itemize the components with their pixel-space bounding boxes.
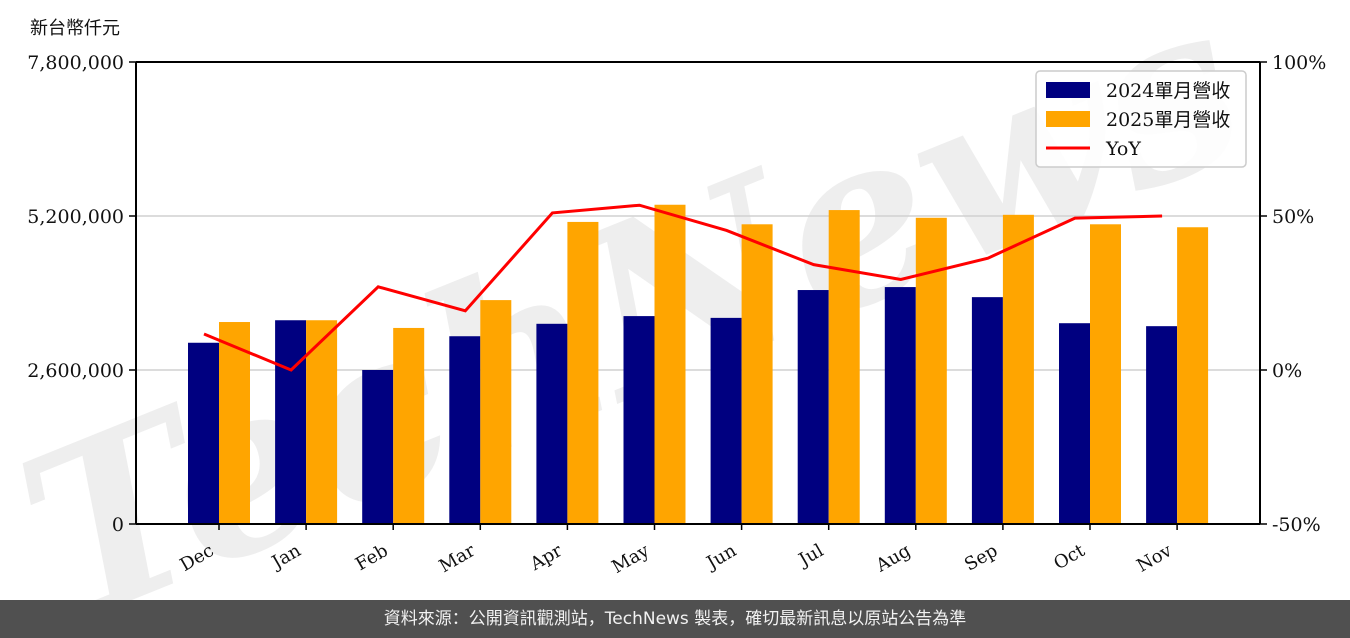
bar-2025-apr (567, 221, 599, 524)
bar-2024-nov (1146, 326, 1178, 524)
bar-2024-oct (1059, 323, 1090, 524)
legend-label: 2025單月營收 (1106, 109, 1230, 131)
x-tick-label-may: May (608, 540, 653, 578)
bar-2025-jul (828, 210, 860, 525)
bar-2025-jan (306, 320, 338, 524)
bar-2025-sep (1002, 214, 1034, 525)
bar-2024-jan (275, 320, 307, 524)
bar-2025-jun (741, 224, 773, 525)
bar-2024-jun (710, 317, 742, 524)
bar-2024-mar (449, 336, 481, 524)
y-tick-label: 0 (112, 514, 124, 536)
legend-label: 2024單月營收 (1106, 80, 1230, 102)
y2-tick-label: -50% (1272, 514, 1321, 536)
yoy-line-series (203, 203, 1163, 372)
bar-2025-oct (1090, 224, 1121, 525)
y2-tick-label: 100% (1272, 52, 1326, 74)
y2-tick-label: 50% (1272, 206, 1314, 228)
y2-tick-label: 0% (1272, 360, 1302, 382)
bar-2024-aug (884, 287, 916, 524)
x-tick-label-oct: Oct (1050, 540, 1089, 575)
y-axis-unit-label: 新台幣仟元 (30, 18, 120, 39)
legend-label: YoY (1105, 138, 1141, 160)
x-tick-label-sep: Sep (961, 540, 1001, 575)
x-tick-label-nov: Nov (1133, 540, 1176, 577)
x-tick-label-mar: Mar (436, 540, 480, 577)
bar-2025-feb (393, 327, 425, 524)
bar-2024-may (623, 316, 655, 524)
legend-swatch-2024 (1046, 82, 1090, 98)
yoy-line (203, 203, 1163, 372)
bar-2025-mar (480, 300, 512, 524)
legend: 2024單月營收 2025單月營收 YoY (1035, 70, 1247, 168)
bar-2024-dec (188, 342, 219, 524)
bar-2025-nov (1177, 227, 1209, 524)
bar-2024-feb (362, 370, 394, 524)
y-tick-label: 7,800,000 (27, 52, 124, 74)
x-tick-label-aug: Aug (872, 540, 915, 577)
bar-2025-dec (219, 322, 250, 524)
bar-2025-may (654, 204, 686, 524)
x-tick-label-jul: Jul (794, 540, 828, 572)
x-tick-label-apr: Apr (526, 540, 566, 575)
x-tick-label-jun: Jun (702, 540, 741, 575)
source-footer: 資料來源：公開資訊觀測站，TechNews 製表，確切最新訊息以原站公告為準 (0, 600, 1350, 638)
bar-2024-sep (971, 297, 1003, 524)
bar-2025-aug (915, 217, 947, 524)
bar-2024-jul (797, 290, 829, 524)
y-tick-label: 5,200,000 (27, 206, 124, 228)
bar-series (188, 204, 1209, 525)
y-tick-label: 2,600,000 (27, 360, 124, 382)
legend-swatch-2025 (1046, 111, 1090, 127)
bar-2024-apr (536, 323, 568, 524)
